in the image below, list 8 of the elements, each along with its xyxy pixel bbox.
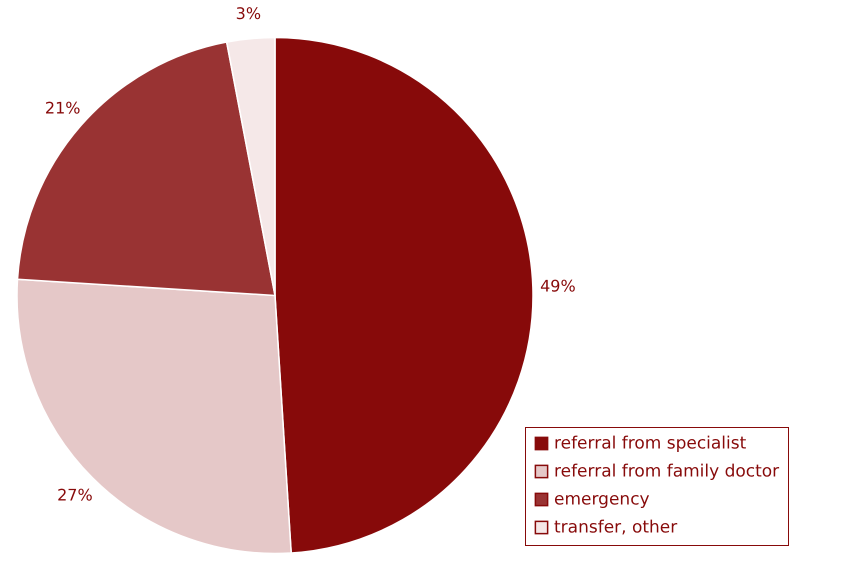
legend-label: transfer, other [554, 518, 678, 538]
data-label: 21% [44, 98, 80, 118]
legend-label: referral from specialist [554, 434, 747, 454]
data-label: 49% [540, 276, 576, 296]
data-label: 3% [236, 4, 262, 23]
legend-label: referral from family doctor [554, 462, 780, 482]
data-label: 27% [57, 486, 93, 505]
legend-label: emergency [554, 490, 650, 510]
